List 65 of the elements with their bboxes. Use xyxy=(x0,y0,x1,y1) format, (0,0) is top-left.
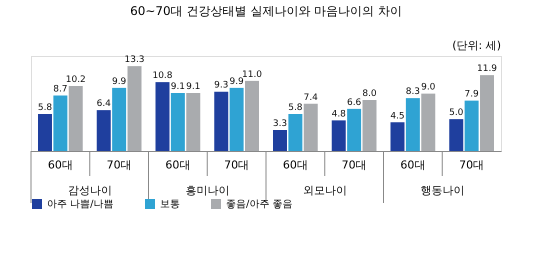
bar xyxy=(421,94,436,151)
text: 행동나이 xyxy=(420,184,464,197)
bar xyxy=(214,92,228,151)
legend-label: 보통 xyxy=(160,199,180,210)
bar xyxy=(464,100,479,151)
data-label: 9.3 xyxy=(214,80,228,91)
x-tick-label: 60대 xyxy=(48,158,73,172)
bar xyxy=(230,88,244,151)
bar xyxy=(304,104,318,151)
bar xyxy=(38,114,52,151)
bar xyxy=(288,114,302,151)
bar xyxy=(156,82,170,151)
x-tick-label: 70대 xyxy=(342,158,367,172)
data-label: 11.9 xyxy=(476,64,498,74)
bar xyxy=(112,88,126,151)
data-label: 11.0 xyxy=(242,70,262,80)
data-label: 9.0 xyxy=(421,82,436,93)
bar xyxy=(273,130,287,151)
data-label: 10.8 xyxy=(152,71,173,82)
bar xyxy=(53,96,68,151)
bar xyxy=(96,110,111,151)
text: 흥미나이 xyxy=(185,184,230,197)
bar xyxy=(170,92,185,151)
bar xyxy=(480,75,494,151)
data-label: 8.0 xyxy=(362,88,377,99)
chart-title: 60~70대 건강상태별 실제나이와 마음나이의 차이 xyxy=(130,4,402,18)
data-label: 5.8 xyxy=(288,103,303,114)
x-tick-label: 60대 xyxy=(165,158,190,172)
x-tick-label: 70대 xyxy=(459,158,484,172)
text: (단위: 세) xyxy=(452,39,501,52)
data-label: 9.1 xyxy=(170,82,186,92)
data-label: 13.3 xyxy=(124,55,145,66)
data-label: 6.4 xyxy=(96,99,112,110)
x-tick-label: 70대 xyxy=(224,158,250,172)
data-label: 7.9 xyxy=(464,90,480,100)
data-label: 9.1 xyxy=(186,82,200,92)
bar xyxy=(186,92,200,151)
bar xyxy=(332,120,346,151)
bar xyxy=(390,122,404,151)
data-label: 9.9 xyxy=(229,76,244,87)
data-label: 9.9 xyxy=(112,76,127,87)
data-label: 4.8 xyxy=(332,109,346,120)
legend-label: 아주 나쁨/나쁨 xyxy=(47,199,114,210)
x-tick-label: 60대 xyxy=(400,158,426,172)
data-label: 3.3 xyxy=(272,118,288,129)
data-label: 8.7 xyxy=(53,84,68,95)
text: 외모나이 xyxy=(302,184,347,197)
text: 감성나이 xyxy=(68,184,112,197)
bar xyxy=(68,86,83,151)
bar xyxy=(347,108,362,151)
x-tick-label: 70대 xyxy=(106,158,132,172)
bar xyxy=(362,100,376,151)
data-label: 8.3 xyxy=(406,87,420,98)
data-label: 4.5 xyxy=(390,111,405,122)
data-label: 5.0 xyxy=(449,108,464,118)
bar xyxy=(245,80,259,151)
data-label: 5.8 xyxy=(38,103,52,114)
bar xyxy=(128,66,142,151)
data-label: 10.2 xyxy=(66,74,86,85)
data-label: 6.6 xyxy=(346,98,362,108)
bar xyxy=(406,98,420,151)
legend-label: 좋음/아주 좋음 xyxy=(226,199,293,210)
data-label: 7.4 xyxy=(304,92,318,103)
bar xyxy=(449,119,464,151)
x-tick-label: 60대 xyxy=(282,158,308,172)
